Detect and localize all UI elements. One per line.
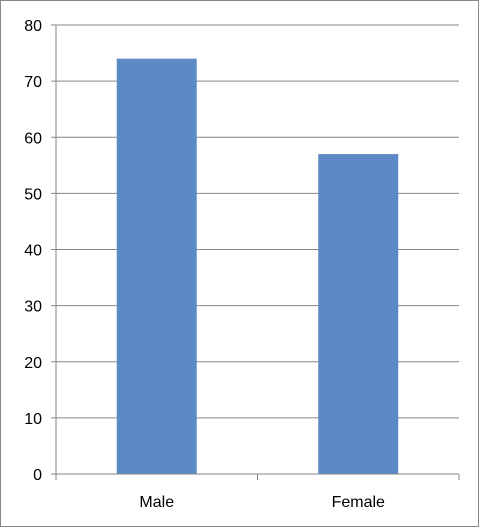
y-tick-label: 70 [24,74,42,91]
y-tick-label: 50 [24,186,42,203]
bar-female [318,154,399,474]
y-tick-label: 10 [24,411,42,428]
y-tick-label: 60 [24,130,42,147]
y-tick-label: 0 [33,467,42,484]
y-tick-label: 40 [24,243,42,260]
y-axis-ticks: 0 10 20 30 40 50 60 70 80 [24,18,56,484]
y-tick-label: 30 [24,299,42,316]
bars [116,58,399,475]
y-tick-label: 20 [24,355,42,372]
x-axis-ticks: Male Female [55,474,460,511]
x-tick-label: Male [139,494,174,511]
bar-male [116,58,197,475]
x-tick-label: Female [332,494,385,511]
gridlines [56,24,459,419]
y-tick-label: 80 [24,18,42,35]
